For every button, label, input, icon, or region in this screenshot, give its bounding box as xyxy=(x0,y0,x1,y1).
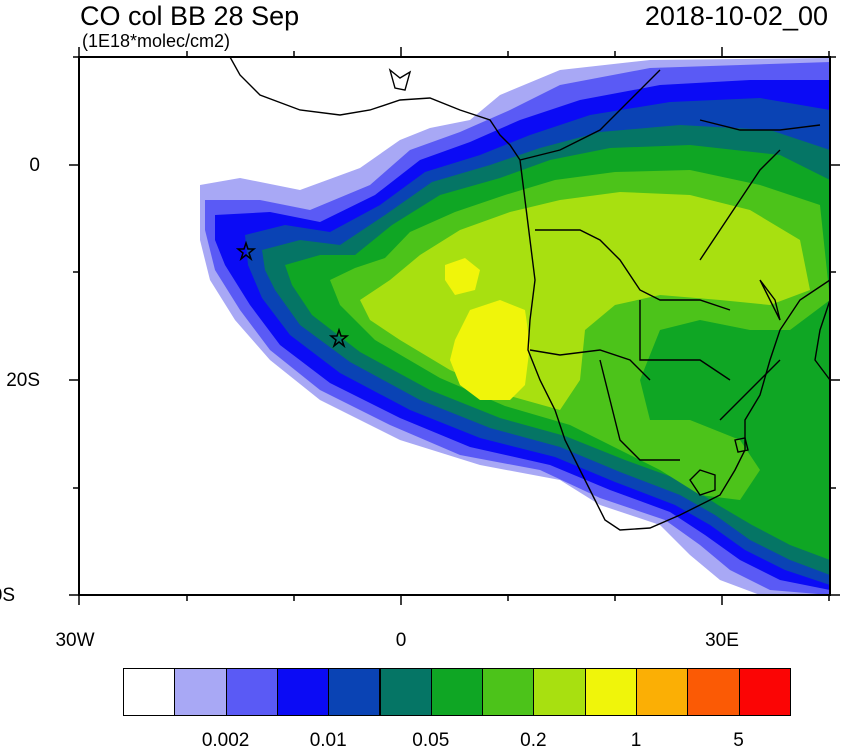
madagascar-coast xyxy=(814,299,830,381)
colorbar-label-2: 0.05 xyxy=(412,730,450,751)
y-label-40s: 40S xyxy=(0,585,15,606)
colorbar-box-11 xyxy=(687,668,740,716)
colorbar-box-8 xyxy=(533,668,586,716)
colorbar-box-0 xyxy=(123,668,176,716)
y-label-0: 0 xyxy=(29,155,40,176)
west-africa-coast xyxy=(79,57,830,531)
colorbar-box-10 xyxy=(636,668,689,716)
colorbar-box-9 xyxy=(584,668,637,716)
units-label: (1E18*molec/cm2) xyxy=(82,31,231,51)
colorbar-box-7 xyxy=(482,668,535,716)
colorbar-box-12 xyxy=(738,668,791,716)
coastlines xyxy=(79,57,830,531)
colorbar-box-4 xyxy=(328,668,381,716)
plot-frame xyxy=(78,56,831,596)
y-label-20s: 20S xyxy=(6,370,40,391)
colorbar-box-1 xyxy=(174,668,227,716)
country-border-7 xyxy=(719,359,781,421)
datetime-label: 2018-10-02_00 xyxy=(644,1,828,31)
contour-level-9-north xyxy=(445,258,480,295)
axis-ticks xyxy=(69,47,840,605)
country-border-4 xyxy=(599,359,680,461)
colorbar-label-3: 0.2 xyxy=(520,730,547,751)
colorbar-label-0: 0.002 xyxy=(201,730,250,751)
map-title: CO col BB 28 Sep xyxy=(80,1,300,31)
country-border-2 xyxy=(535,229,731,311)
co-contour-field xyxy=(200,58,830,595)
x-label-30e: 30E xyxy=(705,630,739,651)
x-label-0: 0 xyxy=(395,630,407,651)
contour-level-9 xyxy=(450,300,530,400)
country-border-5 xyxy=(639,300,731,381)
star-markers xyxy=(235,240,350,349)
colorbar-label-1: 0.01 xyxy=(309,730,347,751)
colorbar-label-4: 1 xyxy=(630,730,642,751)
great-lakes-border xyxy=(759,279,781,321)
colorbar-box-2 xyxy=(225,668,278,716)
colorbar-box-3 xyxy=(276,668,330,716)
star-marker-west xyxy=(235,240,257,262)
country-border-6 xyxy=(699,149,781,261)
country-border-1 xyxy=(519,69,661,161)
swaziland-border xyxy=(734,437,749,453)
x-label-30w: 30W xyxy=(55,630,95,651)
lesotho-border xyxy=(689,469,716,496)
lake-border xyxy=(388,68,412,91)
colorbar-label-5: 5 xyxy=(733,730,744,751)
country-border-3 xyxy=(529,349,651,381)
colorbar-box-6 xyxy=(430,668,484,716)
colorbar-box-5 xyxy=(379,668,432,716)
horn-border xyxy=(699,119,821,131)
star-marker-central xyxy=(328,327,350,349)
